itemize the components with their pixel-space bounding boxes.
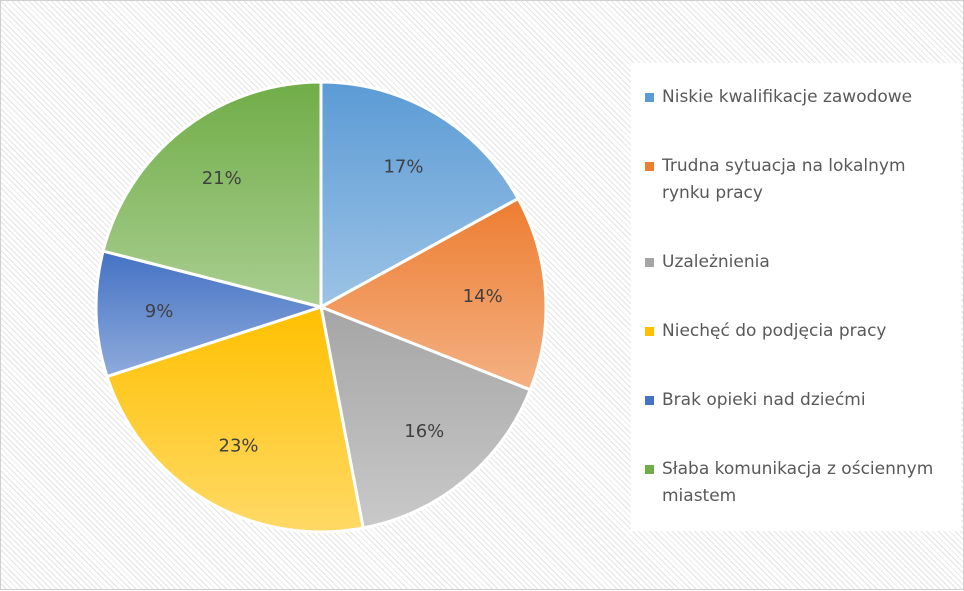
- legend-item: Słaba komunikacja z ościennym miastem: [645, 456, 961, 510]
- data-label: 23%: [219, 435, 259, 456]
- legend-item: Brak opieki nad dziećmi: [645, 387, 961, 414]
- legend-swatch: [645, 93, 654, 102]
- legend-item: Niechęć do podjęcia pracy: [645, 318, 961, 345]
- pie-slice: [94, 249, 327, 379]
- legend-swatch: [645, 162, 654, 171]
- legend-label: Trudna sytuacja na lokalnym rynku pracy: [662, 156, 906, 203]
- legend-swatch: [645, 258, 654, 267]
- pie-slice: [101, 80, 323, 309]
- data-label: 17%: [383, 157, 423, 178]
- data-label: 16%: [404, 421, 444, 442]
- pie-slice: [317, 196, 548, 392]
- legend-item: Niskie kwalifikacje zawodowe: [645, 84, 961, 111]
- data-label: 21%: [202, 168, 242, 189]
- legend-item: Uzależnienia: [645, 249, 961, 276]
- legend-label: Uzależnienia: [662, 252, 770, 272]
- pie-slice: [105, 305, 365, 534]
- legend-swatch: [645, 465, 654, 474]
- legend-label: Niskie kwalifikacje zawodowe: [662, 87, 913, 107]
- legend-label: Słaba komunikacja z ościennym miastem: [662, 459, 934, 506]
- data-label: 14%: [463, 286, 503, 307]
- data-label: 9%: [145, 301, 174, 322]
- legend-swatch: [645, 396, 654, 405]
- legend-label: Niechęć do podjęcia pracy: [662, 321, 887, 341]
- legend-label: Brak opieki nad dziećmi: [662, 390, 866, 410]
- legend: Niskie kwalifikacje zawodowe Trudna sytua…: [631, 63, 961, 531]
- pie-slice: [319, 304, 533, 530]
- legend-item: Trudna sytuacja na lokalnym rynku pracy: [645, 153, 961, 207]
- legend-swatch: [645, 327, 654, 336]
- pie-slice: [319, 80, 521, 310]
